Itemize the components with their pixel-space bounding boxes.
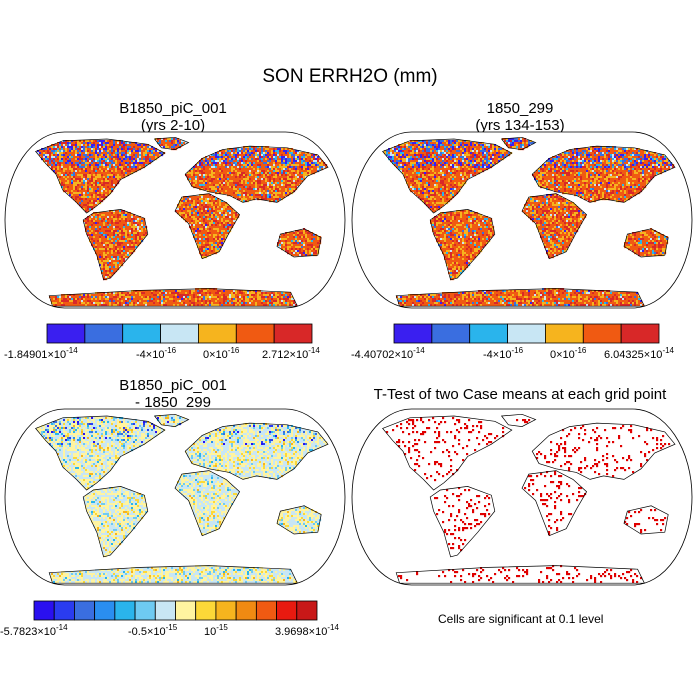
colorbar-b-swatch [620, 323, 660, 344]
colorbar-c-swatch [235, 600, 257, 621]
panel-a-title-line2: (yrs 2-10) [140, 117, 206, 134]
colorbar-b-swatch [545, 323, 584, 344]
colorbar-c-swatch [195, 600, 217, 621]
panel-c-title-line2: - 1850_299 [135, 394, 211, 411]
map-panel-c [4, 408, 346, 586]
colorbar-b-label-4: 6.04325×10-14 [604, 346, 674, 361]
colorbar-b-swatch [393, 323, 433, 344]
colorbar-c-swatch [114, 600, 136, 621]
colorbar-c-swatch [134, 600, 156, 621]
colorbar-c-swatch [276, 600, 298, 621]
colorbar-c-swatch [215, 600, 237, 621]
colorbar-c-label-4: 3.9698×10-14 [275, 623, 339, 638]
panel-a-title-line1: B1850_piC_001 [119, 100, 227, 117]
colorbar-b-swatch [469, 323, 508, 344]
colorbar-c-label-1: -5.7823×10-14 [0, 623, 68, 638]
colorbar-c-label-2: -0.5×10-15 [128, 623, 178, 638]
colorbar-c-swatch [296, 600, 318, 621]
colorbar-a-swatch [160, 323, 199, 344]
colorbar-b-label-1: -4.40702×10-14 [351, 346, 425, 361]
colorbar-b-swatch [582, 323, 622, 344]
colorbar-a-label-1: -1.84901×10-14 [4, 346, 78, 361]
colorbar-a-swatch [122, 323, 161, 344]
colorbar-b-label-2: -4×10-16 [483, 346, 524, 361]
colorbar-c-swatch [53, 600, 75, 621]
map-panel-b [351, 131, 693, 309]
colorbar-c [33, 600, 318, 621]
colorbar-c-swatch [33, 600, 55, 621]
panel-d-title: T-Test of two Case means at each grid po… [350, 386, 690, 403]
colorbar-b-label-3: 0×10-16 [550, 346, 587, 361]
colorbar-b-swatch [431, 323, 471, 344]
panel-b-title: 1850_299 (yrs 134-153) [385, 100, 655, 134]
colorbar-a-swatch [273, 323, 313, 344]
colorbar-a-label-3: 0×10-16 [203, 346, 240, 361]
colorbar-c-label-3: 10-15 [204, 623, 228, 638]
colorbar-a-swatch [84, 323, 124, 344]
colorbar-c-swatch [255, 600, 277, 621]
colorbar-c-swatch [154, 600, 176, 621]
map-panel-d [351, 408, 693, 586]
colorbar-a-label-2: -4×10-16 [136, 346, 177, 361]
colorbar-c-swatch [94, 600, 116, 621]
map-panel-a [4, 131, 346, 309]
colorbar-c-swatch [175, 600, 197, 621]
colorbar-a-swatch [235, 323, 275, 344]
figure-title: SON ERRH2O (mm) [262, 66, 438, 87]
colorbar-b-swatch [507, 323, 546, 344]
panel-b-title-line2: (yrs 134-153) [475, 117, 565, 134]
colorbar-a [46, 323, 313, 344]
colorbar-a-swatch [46, 323, 86, 344]
panel-c-title: B1850_piC_001 - 1850_299 [38, 377, 308, 411]
panel-a-title: B1850_piC_001 (yrs 2-10) [38, 100, 308, 134]
colorbar-b [393, 323, 660, 344]
colorbar-c-swatch [74, 600, 96, 621]
panel-c-title-line1: B1850_piC_001 [119, 377, 227, 394]
panel-d-title-line1: T-Test of two Case means at each grid po… [373, 386, 667, 403]
colorbar-a-swatch [198, 323, 237, 344]
colorbar-a-label-4: 2.712×10-14 [262, 346, 320, 361]
significance-note: Cells are significant at 0.1 level [438, 612, 604, 626]
panel-b-title-line1: 1850_299 [486, 100, 554, 117]
